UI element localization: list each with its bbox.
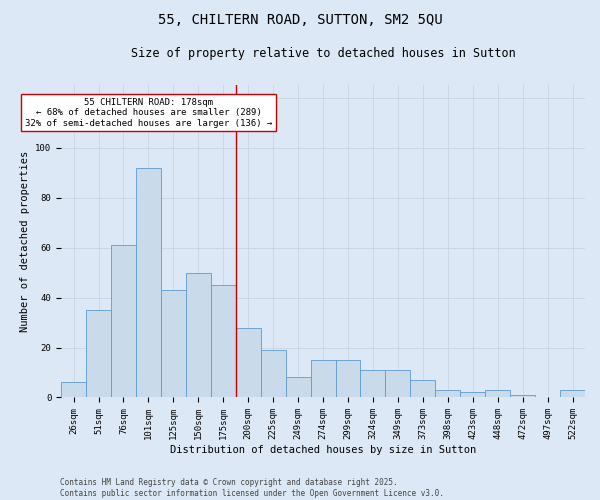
Bar (111, 245, 136, 398)
Bar (311, 360, 335, 398)
Bar (335, 360, 361, 398)
Bar (410, 380, 436, 398)
Text: 55 CHILTERN ROAD: 178sqm
← 68% of detached houses are smaller (289)
32% of semi-: 55 CHILTERN ROAD: 178sqm ← 68% of detach… (25, 98, 272, 128)
Bar (436, 390, 460, 398)
Bar (286, 378, 311, 398)
Bar (86, 310, 111, 398)
Bar (361, 370, 385, 398)
Bar (260, 350, 286, 398)
Text: 55, CHILTERN ROAD, SUTTON, SM2 5QU: 55, CHILTERN ROAD, SUTTON, SM2 5QU (158, 12, 442, 26)
Bar (485, 390, 510, 398)
X-axis label: Distribution of detached houses by size in Sutton: Distribution of detached houses by size … (170, 445, 476, 455)
Bar (236, 328, 260, 398)
Y-axis label: Number of detached properties: Number of detached properties (20, 151, 30, 332)
Bar (136, 168, 161, 398)
Title: Size of property relative to detached houses in Sutton: Size of property relative to detached ho… (131, 48, 515, 60)
Bar (161, 290, 186, 398)
Bar (460, 392, 485, 398)
Bar (385, 370, 410, 398)
Text: Contains HM Land Registry data © Crown copyright and database right 2025.
Contai: Contains HM Land Registry data © Crown c… (60, 478, 444, 498)
Bar (560, 390, 585, 398)
Bar (211, 285, 236, 398)
Bar (186, 272, 211, 398)
Bar (510, 395, 535, 398)
Bar (61, 382, 86, 398)
